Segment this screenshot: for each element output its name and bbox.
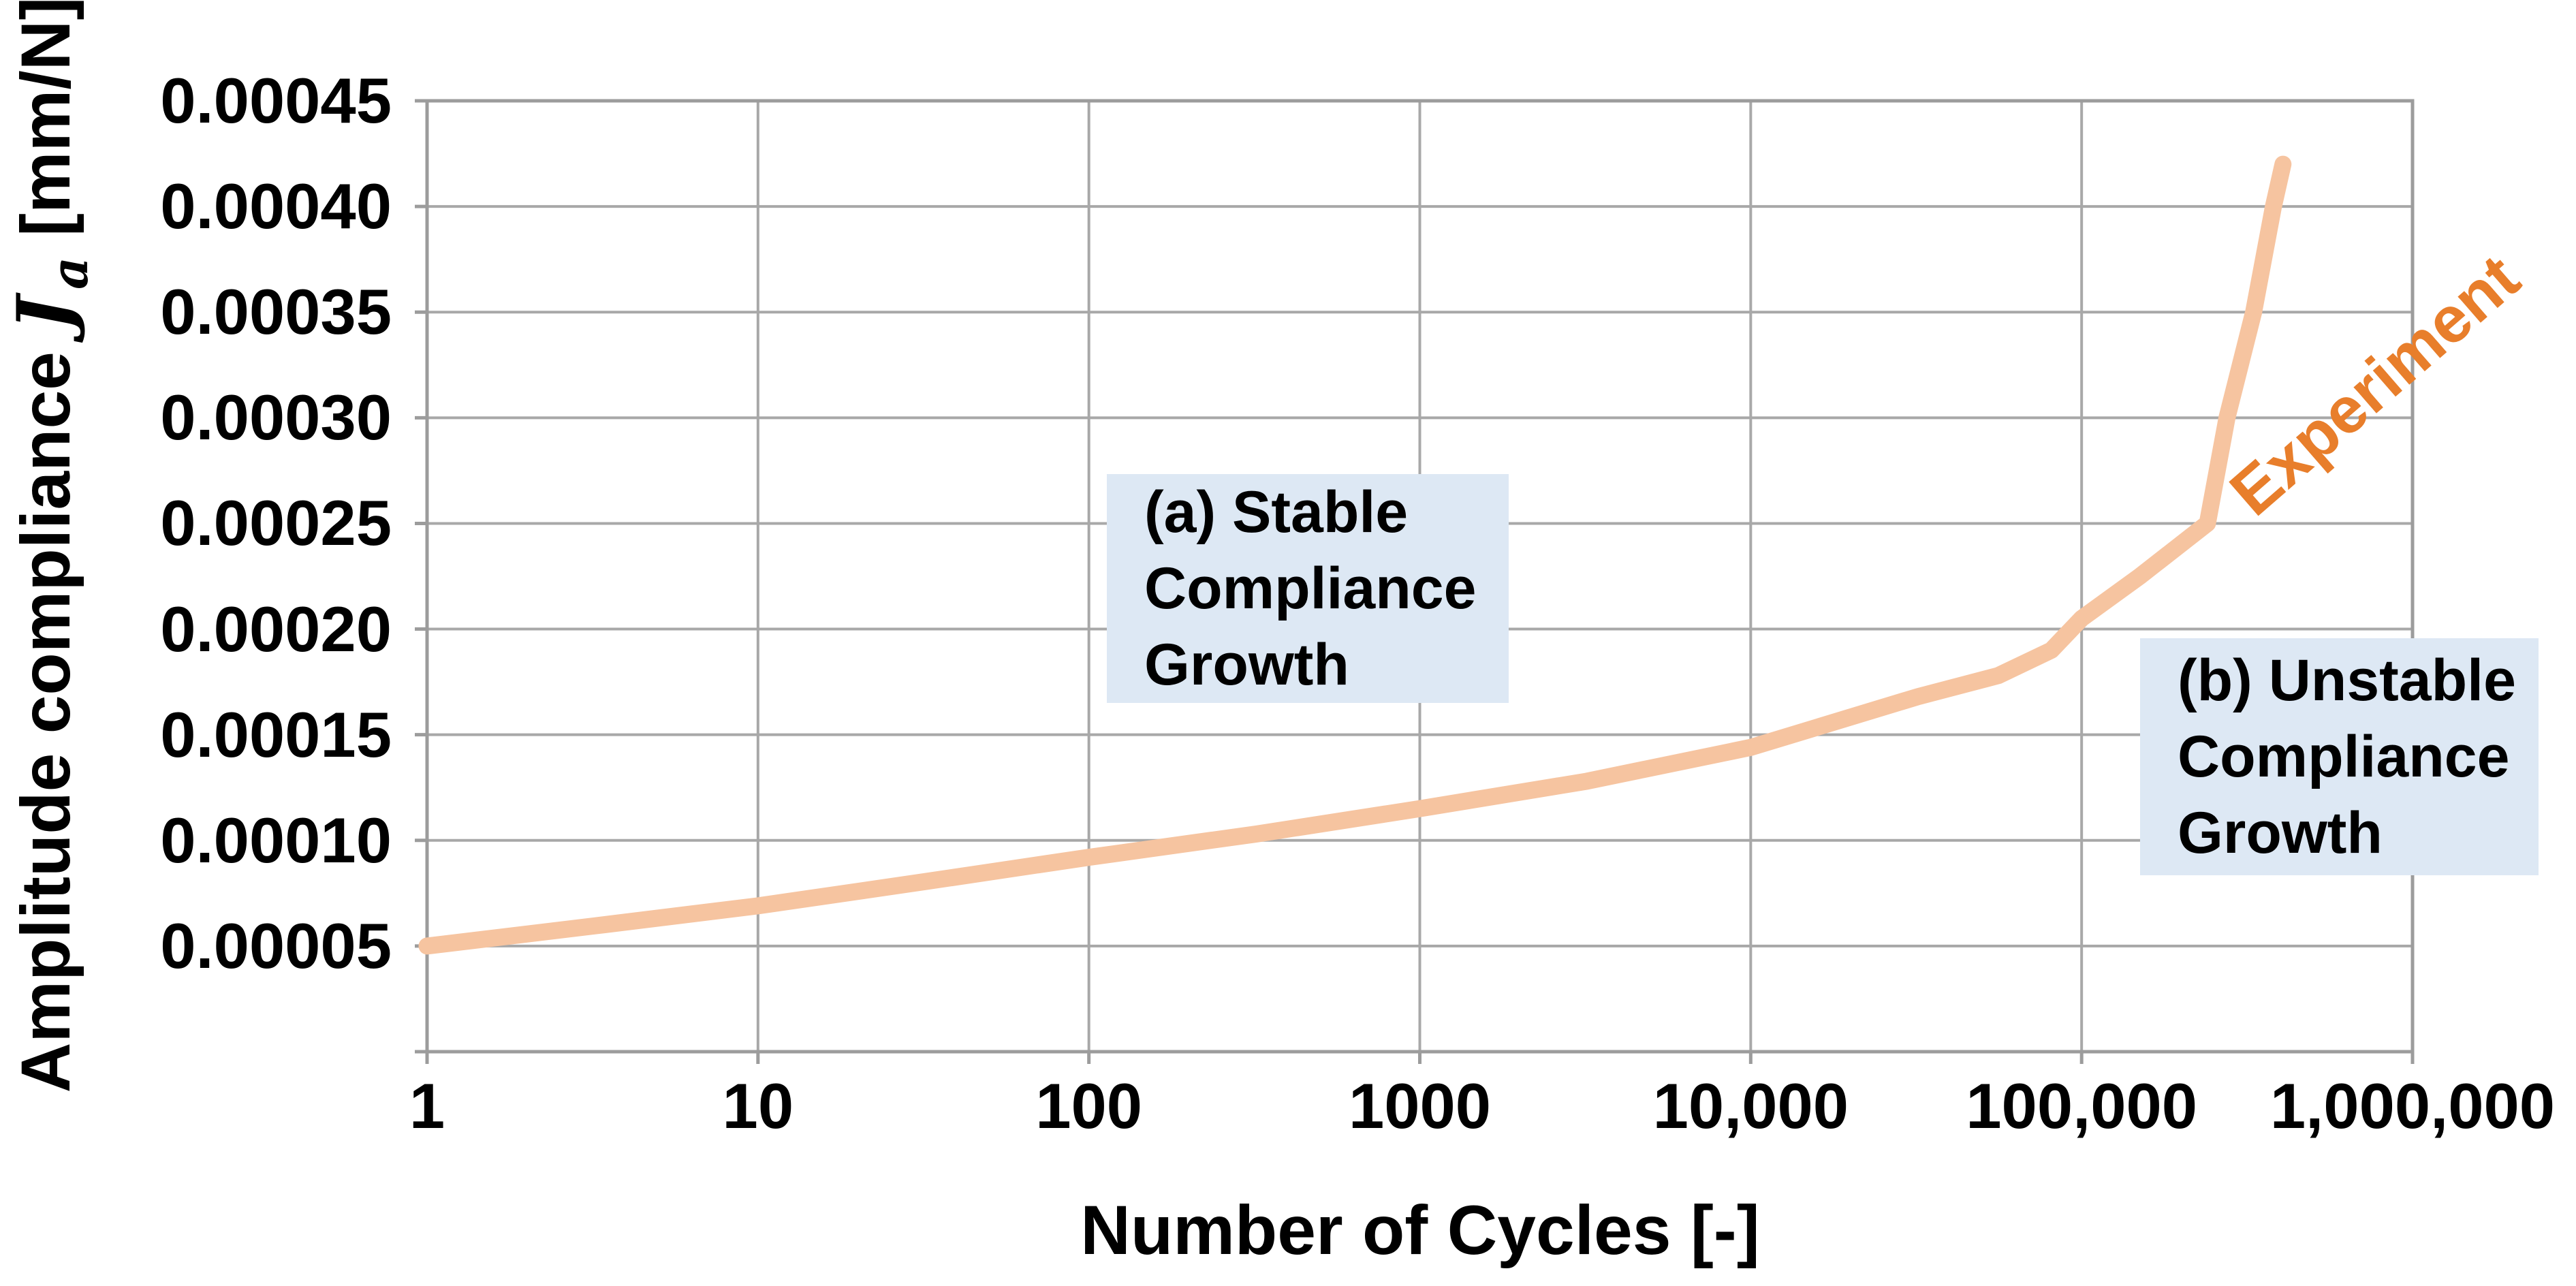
y-tick-label: 0.00015	[160, 698, 392, 770]
y-tick-label: 0.00030	[160, 381, 392, 454]
x-tick-label: 1	[409, 1070, 445, 1142]
y-axis-title-text: Amplitude compliance	[7, 351, 84, 1093]
x-tick-label: 10	[722, 1070, 794, 1142]
annotation-line: Growth	[1144, 632, 1349, 697]
y-axis-symbol-subscript: a	[41, 257, 99, 289]
y-tick-label: 0.00005	[160, 909, 392, 982]
y-axis-symbol: J	[1, 296, 87, 332]
y-axis-title: Amplitude compliance Ja [mm/N]	[1, 0, 99, 1093]
y-tick-label: 0.00035	[160, 276, 392, 348]
x-tick-label: 10,000	[1652, 1070, 1849, 1142]
y-tick-label: 0.00040	[160, 170, 392, 242]
annotation-line: Compliance	[2178, 724, 2510, 789]
x-tick-label: 1,000,000	[2269, 1070, 2556, 1142]
y-tick-label: 0.00045	[160, 65, 392, 136]
y-tick-label: 0.00025	[160, 487, 392, 559]
x-tick-label: 1000	[1348, 1070, 1492, 1142]
annotation-unstable-growth: (b) Unstable Compliance Growth	[2140, 638, 2539, 875]
annotation-line: Growth	[2178, 800, 2383, 866]
annotation-line: (b) Unstable	[2178, 648, 2516, 713]
x-tick-label: 100	[1035, 1070, 1143, 1142]
y-tick-label: 0.00010	[160, 804, 392, 876]
annotation-line: (a) Stable	[1144, 480, 1409, 545]
experiment-curve	[418, 155, 2292, 955]
annotation-stable-growth: (a) Stable Compliance Growth	[1107, 474, 1509, 703]
annotation-line: Compliance	[1144, 556, 1477, 621]
y-axis-units: [mm/N]	[7, 0, 84, 237]
y-tick-label: 0.00020	[160, 593, 392, 665]
x-tick-label: 100,000	[1966, 1070, 2198, 1142]
x-axis-title: Number of Cycles [-]	[1080, 1191, 1760, 1269]
